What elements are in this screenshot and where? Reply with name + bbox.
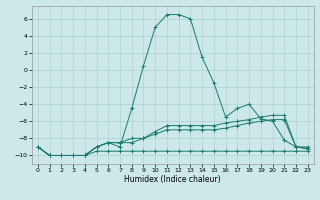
X-axis label: Humidex (Indice chaleur): Humidex (Indice chaleur): [124, 175, 221, 184]
